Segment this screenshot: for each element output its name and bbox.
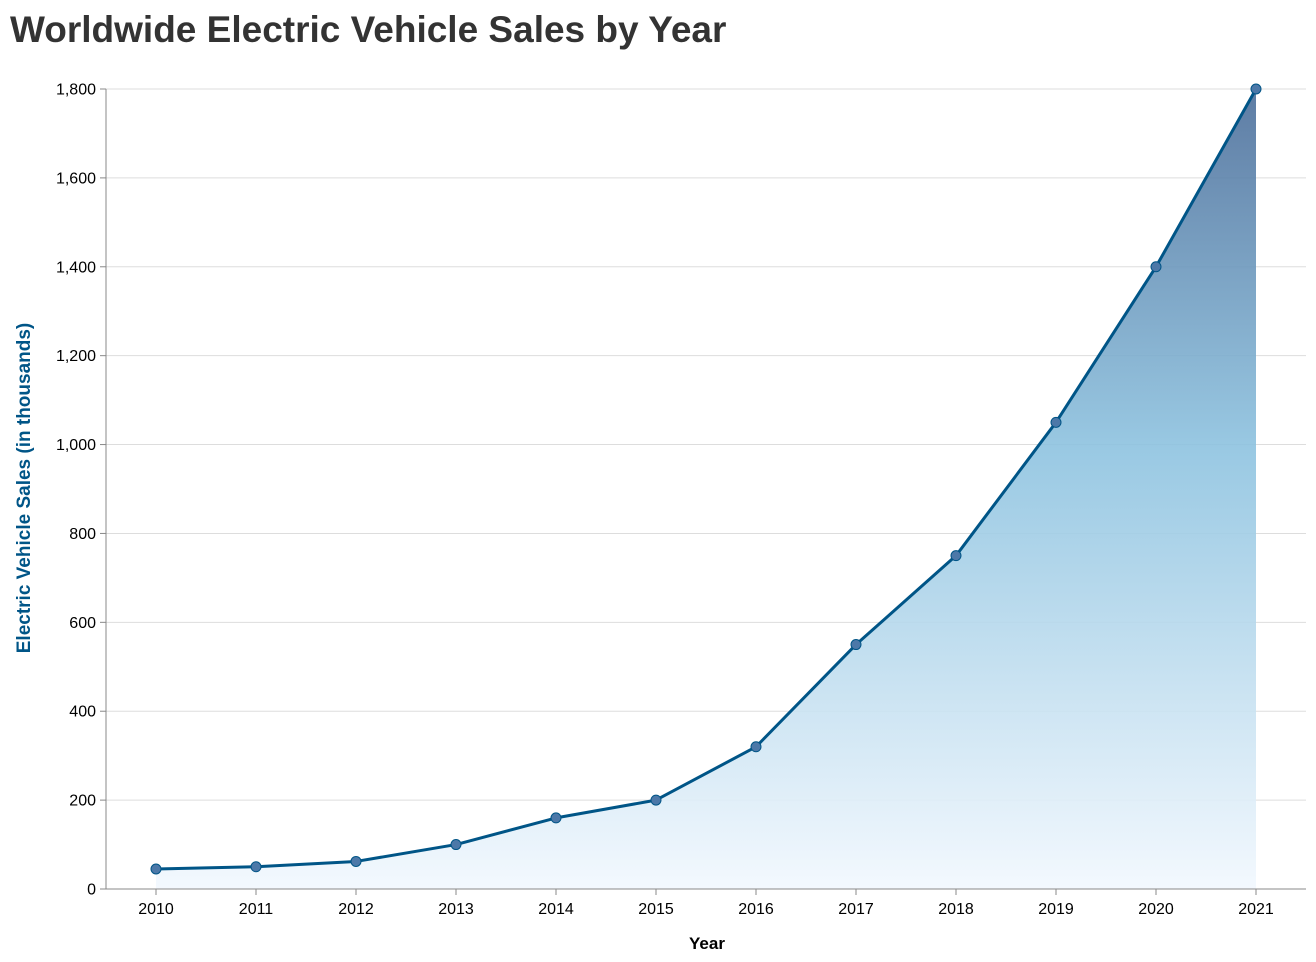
area-layer <box>156 89 1256 889</box>
x-tick-label: 2015 <box>638 901 674 918</box>
data-point[interactable] <box>150 863 162 875</box>
data-point[interactable] <box>550 812 562 824</box>
sales-area <box>156 89 1256 889</box>
grid-lines <box>106 88 1306 801</box>
points-layer <box>150 83 1262 875</box>
data-point[interactable] <box>850 639 862 651</box>
y-tick-label: 800 <box>69 526 96 543</box>
y-tick-label: 1,200 <box>56 348 96 365</box>
y-tick-label: 1,400 <box>56 259 96 276</box>
x-tick-label: 2021 <box>1238 901 1274 918</box>
data-point[interactable] <box>650 794 662 806</box>
x-tick-label: 2011 <box>239 901 274 918</box>
data-point[interactable] <box>350 855 362 867</box>
y-tick-label: 400 <box>69 704 96 721</box>
data-point[interactable] <box>1050 416 1062 428</box>
data-point[interactable] <box>1250 83 1262 95</box>
x-tick-label: 2017 <box>838 901 874 918</box>
data-point[interactable] <box>450 839 462 851</box>
y-tick-label: 200 <box>69 793 96 810</box>
data-point[interactable] <box>1150 261 1162 273</box>
y-tick-label: 600 <box>69 615 96 632</box>
x-tick-label: 2012 <box>338 901 374 918</box>
y-tick-label: 0 <box>87 882 96 899</box>
y-axis-title: Electric Vehicle Sales (in thousands) <box>14 323 35 654</box>
y-tick-label: 1,600 <box>56 170 96 187</box>
chart-title: Worldwide Electric Vehicle Sales by Year <box>10 9 726 50</box>
x-tick-label: 2018 <box>938 901 974 918</box>
y-tick-label: 1,000 <box>56 437 96 454</box>
x-tick-label: 2013 <box>438 901 474 918</box>
x-tick-label: 2014 <box>538 901 574 918</box>
line-layer <box>155 88 1258 871</box>
x-tick-label: 2010 <box>138 901 174 918</box>
x-axis-title: Year <box>689 934 725 953</box>
x-tick-label: 2016 <box>738 901 774 918</box>
data-point[interactable] <box>250 861 262 873</box>
y-tick-label: 1,800 <box>56 82 96 99</box>
axes: 0 200 400 600 800 1,000 1,200 1,400 1,600 1,800 20… <box>56 82 1306 918</box>
data-point[interactable] <box>950 550 962 562</box>
sales-line <box>155 88 1258 871</box>
data-point[interactable] <box>750 741 762 753</box>
x-tick-label: 2020 <box>1138 901 1174 918</box>
x-tick-label: 2019 <box>1038 901 1074 918</box>
